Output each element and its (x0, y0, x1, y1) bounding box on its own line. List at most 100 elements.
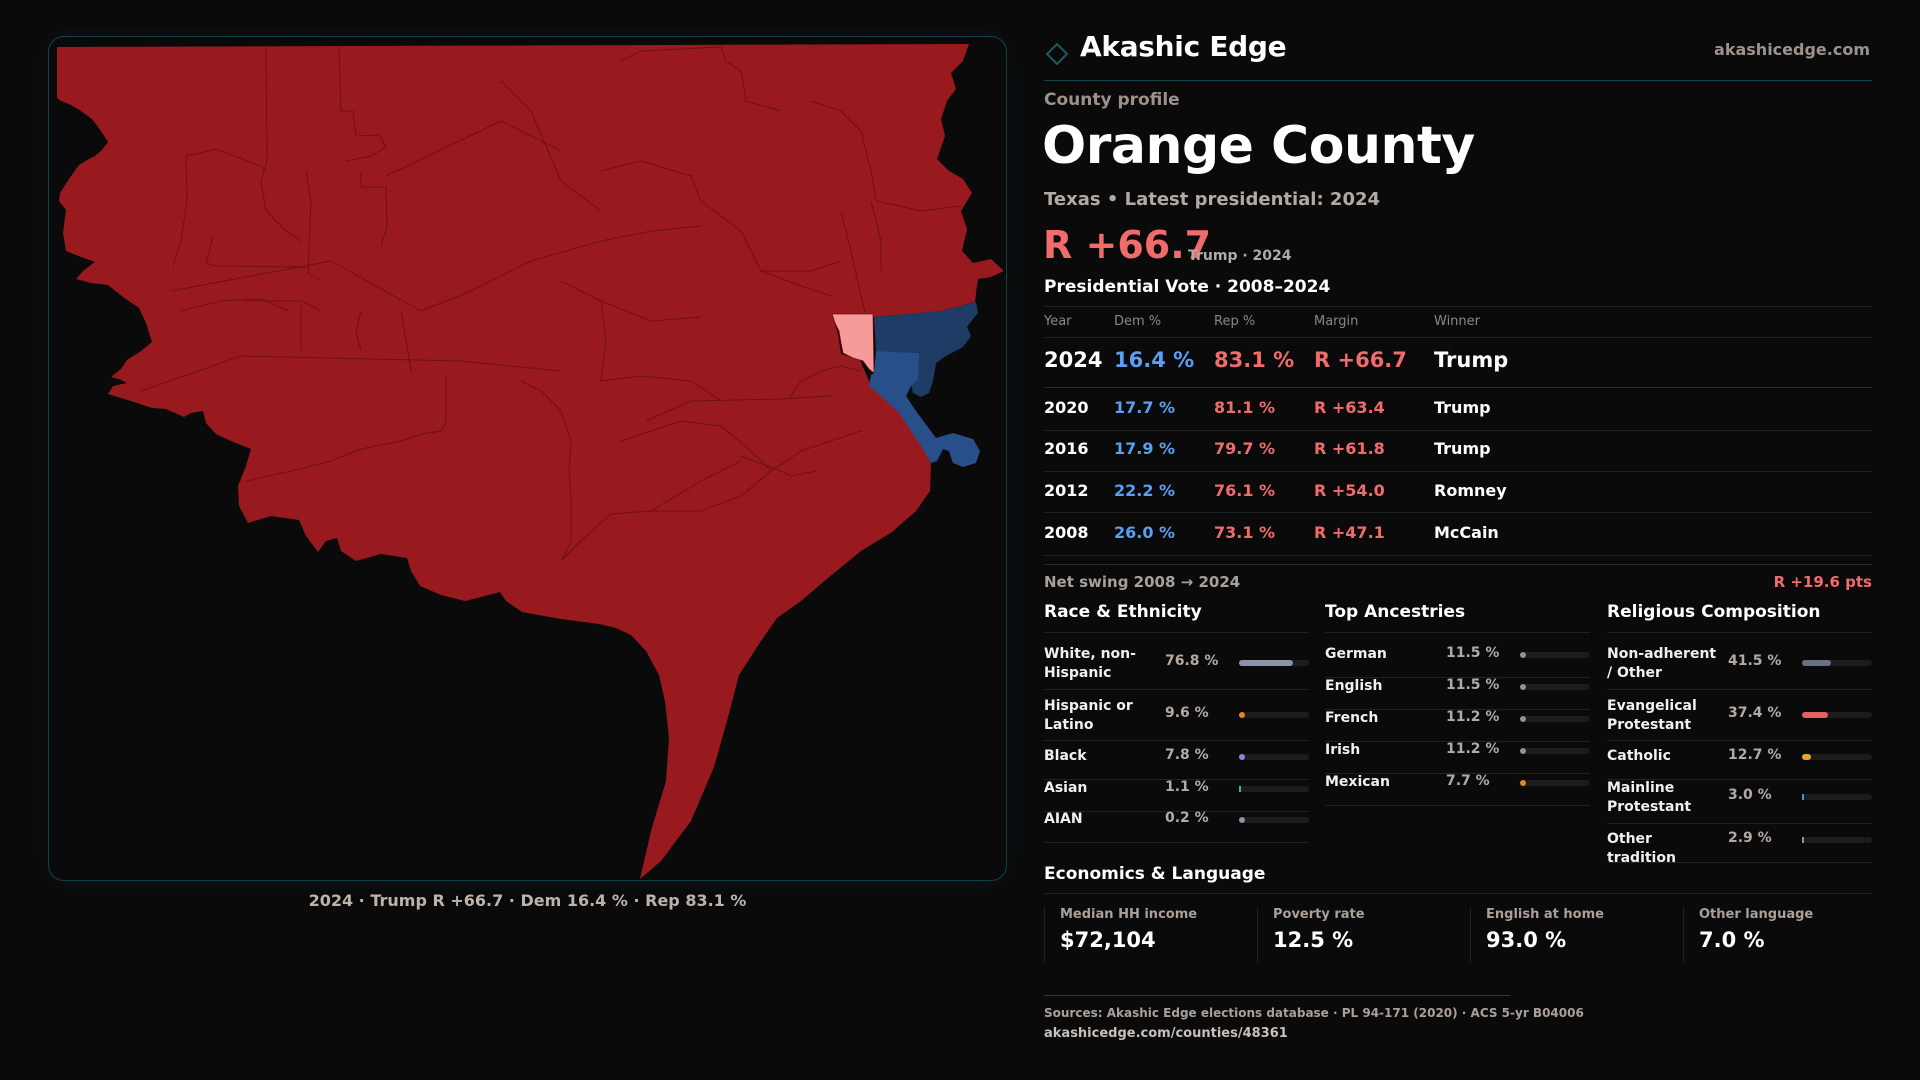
ancestry-bar-fill (1520, 716, 1526, 722)
religion-value: 12.7 % (1728, 747, 1782, 763)
religion-row: Evangelical Protestant 37.4 % (1607, 697, 1872, 740)
card-label: English at home (1486, 907, 1604, 922)
religion-row: Non-adherent / Other 41.5 % (1607, 645, 1872, 689)
cell-dem: 22.2 % (1114, 481, 1176, 500)
ancestry-bar-fill (1520, 748, 1526, 754)
brand-name[interactable]: Akashic Edge (1080, 30, 1287, 63)
cell-year: 2008 (1044, 523, 1089, 542)
divider (1044, 740, 1309, 741)
header-divider (1044, 80, 1872, 81)
cell-margin: R +63.4 (1314, 398, 1385, 417)
ancestry-bar-track (1520, 748, 1590, 754)
map-county-dem-strong[interactable] (874, 302, 978, 397)
cell-rep: 83.1 % (1214, 348, 1295, 372)
religion-section-title: Religious Composition (1607, 602, 1821, 622)
divider (1044, 387, 1872, 388)
divider (1044, 632, 1309, 633)
card-label: Other language (1699, 907, 1814, 922)
county-borders (140, 46, 962, 562)
ancestry-bar-fill (1520, 652, 1526, 658)
cell-year: 2016 (1044, 439, 1089, 458)
religion-row: Catholic 12.7 % (1607, 747, 1872, 772)
net-swing-label: Net swing 2008 → 2024 (1044, 573, 1241, 591)
divider (1325, 677, 1590, 678)
race-label: Black (1044, 748, 1087, 764)
religion-bar-track (1802, 660, 1872, 666)
religion-bar-track (1802, 837, 1872, 843)
ancestry-label: Irish (1325, 742, 1361, 758)
race-bar-fill (1239, 754, 1245, 760)
religion-row: Mainline Protestant 3.0 % (1607, 779, 1872, 823)
divider (1607, 689, 1872, 690)
religion-label: Evangelical Protestant (1607, 698, 1697, 733)
page-subtitle: Texas • Latest presidential: 2024 (1044, 189, 1381, 210)
religion-value: 3.0 % (1728, 787, 1772, 803)
card-value: $72,104 (1060, 928, 1156, 952)
religion-value: 37.4 % (1728, 705, 1782, 721)
card-label: Poverty rate (1273, 907, 1365, 922)
race-value: 7.8 % (1165, 747, 1209, 763)
religion-bar-fill (1802, 754, 1811, 760)
vote-table-title: Presidential Vote · 2008–2024 (1044, 277, 1331, 297)
map-county-dem-mid[interactable] (869, 351, 980, 467)
religion-value: 41.5 % (1728, 653, 1782, 669)
race-bar-fill (1239, 786, 1241, 792)
race-bar-fill (1239, 712, 1245, 718)
headline-margin: R +66.7 (1043, 223, 1212, 267)
col-header-winner: Winner (1434, 314, 1481, 329)
ancestry-row: Mexican 7.7 % (1325, 773, 1590, 798)
race-row: Asian 1.1 % (1044, 779, 1309, 804)
ancestry-section-title: Top Ancestries (1325, 602, 1466, 622)
map-panel[interactable] (48, 36, 1007, 881)
ancestry-bar-track (1520, 684, 1590, 690)
county-permalink[interactable]: akashicedge.com/counties/48361 (1044, 1026, 1288, 1041)
divider (1044, 779, 1309, 780)
divider (1044, 893, 1872, 894)
race-value: 76.8 % (1165, 653, 1219, 669)
card-value: 12.5 % (1273, 928, 1354, 952)
religion-bar-track (1802, 754, 1872, 760)
map-county-orange-highlighted[interactable] (831, 313, 875, 374)
ancestry-row: French 11.2 % (1325, 709, 1590, 734)
card-value: 93.0 % (1486, 928, 1567, 952)
cell-dem: 17.7 % (1114, 398, 1176, 417)
race-row: Hispanic or Latino 9.6 % (1044, 697, 1309, 740)
ancestry-value: 11.5 % (1446, 645, 1500, 661)
cell-rep: 73.1 % (1214, 523, 1276, 542)
footer-divider (1044, 995, 1510, 996)
net-swing-value: R +19.6 pts (1773, 573, 1872, 591)
race-label: AIAN (1044, 811, 1083, 827)
page-kicker: County profile (1044, 90, 1180, 110)
cell-dem: 26.0 % (1114, 523, 1176, 542)
map-region-rep (57, 44, 1004, 879)
race-bar-track (1239, 754, 1309, 760)
cell-year: 2012 (1044, 481, 1089, 500)
race-bar-track (1239, 786, 1309, 792)
ancestry-label: Mexican (1325, 774, 1390, 790)
cell-rep: 79.7 % (1214, 439, 1276, 458)
ancestry-value: 11.2 % (1446, 709, 1500, 725)
religion-label: Non-adherent / Other (1607, 646, 1717, 681)
race-bar-track (1239, 817, 1309, 823)
headline-margin-detail: Trump · 2024 (1188, 248, 1292, 264)
col-header-rep: Rep % (1214, 314, 1256, 329)
divider (1044, 564, 1872, 565)
race-value: 1.1 % (1165, 779, 1209, 795)
ancestry-row: Irish 11.2 % (1325, 741, 1590, 766)
cell-rep: 76.1 % (1214, 481, 1276, 500)
cell-winner: Trump (1434, 348, 1509, 372)
diamond-logo-icon (1046, 43, 1068, 65)
race-section-title: Race & Ethnicity (1044, 602, 1202, 622)
site-link[interactable]: akashicedge.com (1714, 40, 1870, 59)
sources-note: Sources: Akashic Edge elections database… (1044, 1006, 1584, 1020)
religion-bar-fill (1802, 712, 1829, 718)
race-bar-track (1239, 712, 1309, 718)
cell-margin: R +54.0 (1314, 481, 1385, 500)
divider (1325, 773, 1590, 774)
county-map[interactable] (49, 37, 1006, 880)
ancestry-value: 11.2 % (1446, 741, 1500, 757)
race-value: 9.6 % (1165, 705, 1209, 721)
race-label: Asian (1044, 780, 1088, 796)
divider (1044, 811, 1309, 812)
ancestry-value: 11.5 % (1446, 677, 1500, 693)
